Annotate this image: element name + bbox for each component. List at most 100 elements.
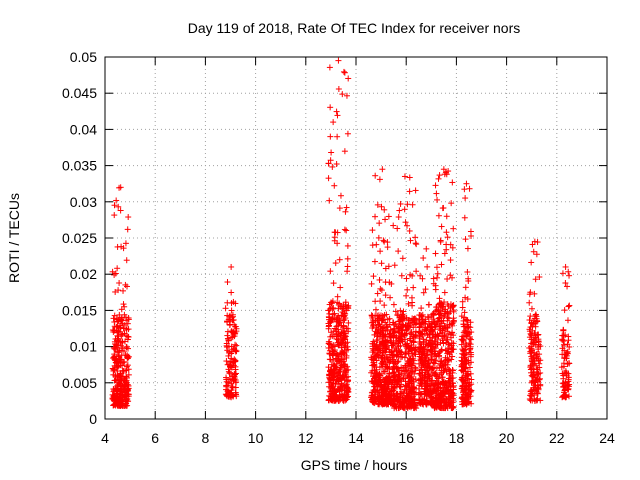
x-tick-label: 16 xyxy=(398,430,414,446)
y-tick-label: 0 xyxy=(89,411,97,427)
data-point xyxy=(224,332,231,339)
data-point xyxy=(223,358,230,365)
data-point xyxy=(327,157,334,164)
data-point xyxy=(227,363,234,370)
data-point-max xyxy=(562,263,569,270)
data-point xyxy=(466,185,473,192)
data-point xyxy=(413,268,420,275)
data-point xyxy=(232,389,239,396)
data-point xyxy=(231,375,238,382)
data-point xyxy=(528,259,535,266)
data-point xyxy=(118,386,125,393)
data-point xyxy=(410,284,417,291)
data-point xyxy=(233,325,240,332)
data-point xyxy=(228,307,235,314)
data-point xyxy=(374,290,381,297)
data-point xyxy=(441,289,448,296)
grid-lines xyxy=(105,57,607,419)
data-point xyxy=(112,340,119,347)
data-point xyxy=(113,400,120,407)
data-point xyxy=(111,327,118,334)
data-point xyxy=(224,318,231,325)
data-point xyxy=(118,332,125,339)
data-point xyxy=(433,190,440,197)
data-point xyxy=(125,345,132,352)
data-point xyxy=(110,344,117,351)
x-tick-label: 4 xyxy=(101,430,109,446)
data-point xyxy=(228,328,235,335)
data-point xyxy=(112,386,119,393)
data-point xyxy=(435,175,442,182)
data-point xyxy=(123,326,130,333)
data-point xyxy=(122,378,129,385)
x-tick-labels: 4 6 8 10 12 14 16 18 20 22 24 xyxy=(101,430,615,446)
data-point xyxy=(462,195,469,202)
data-point xyxy=(344,268,351,275)
data-point xyxy=(345,75,352,82)
data-point xyxy=(369,227,376,234)
data-point xyxy=(124,336,131,343)
data-point xyxy=(334,293,341,300)
data-point xyxy=(341,69,348,76)
data-point xyxy=(344,130,351,137)
x-tick-label: 22 xyxy=(549,430,565,446)
data-point xyxy=(327,104,334,111)
data-point xyxy=(566,272,573,279)
data-point xyxy=(116,311,123,318)
data-point xyxy=(526,299,533,306)
data-point xyxy=(368,280,375,287)
data-point xyxy=(403,292,410,299)
data-point xyxy=(125,371,132,378)
data-point xyxy=(333,108,340,115)
data-point xyxy=(434,274,441,281)
data-point xyxy=(120,359,127,366)
data-point xyxy=(398,272,405,279)
data-point xyxy=(441,250,448,257)
data-point xyxy=(381,206,388,213)
data-point xyxy=(343,227,350,234)
data-point xyxy=(444,275,451,282)
data-point xyxy=(413,241,420,248)
data-point xyxy=(331,229,338,236)
data-point xyxy=(377,248,384,255)
data-point xyxy=(341,148,348,155)
data-point xyxy=(325,175,332,182)
data-point xyxy=(407,237,414,244)
data-point xyxy=(114,265,121,272)
data-point xyxy=(382,279,389,286)
data-point xyxy=(223,344,230,351)
data-point xyxy=(111,345,118,352)
data-point xyxy=(118,342,125,349)
data-point xyxy=(381,238,388,245)
data-point xyxy=(564,317,571,324)
data-point xyxy=(559,270,566,277)
data-point xyxy=(334,133,341,140)
y-axis-label: ROTI / TECUs xyxy=(6,193,22,283)
data-point xyxy=(330,280,337,287)
data-point xyxy=(343,204,350,211)
data-point xyxy=(124,395,131,402)
data-point xyxy=(384,244,391,251)
data-point xyxy=(124,387,131,394)
data-point xyxy=(377,298,384,305)
data-point xyxy=(118,352,125,359)
data-point xyxy=(231,321,238,328)
data-point xyxy=(432,250,439,257)
data-point xyxy=(342,208,349,215)
data-point xyxy=(125,214,132,221)
data-point xyxy=(230,330,237,337)
y-tick-label: 0.045 xyxy=(62,85,97,101)
data-point xyxy=(447,257,454,264)
data-point xyxy=(120,245,127,252)
data-point-max xyxy=(423,245,430,252)
data-point xyxy=(433,264,440,271)
data-point xyxy=(430,275,437,282)
data-point xyxy=(113,341,120,348)
data-point xyxy=(344,242,351,249)
data-point xyxy=(228,289,235,296)
y-tick-label: 0.02 xyxy=(70,266,97,282)
data-point xyxy=(117,207,124,214)
data-point xyxy=(333,161,340,168)
data-point xyxy=(113,387,120,394)
